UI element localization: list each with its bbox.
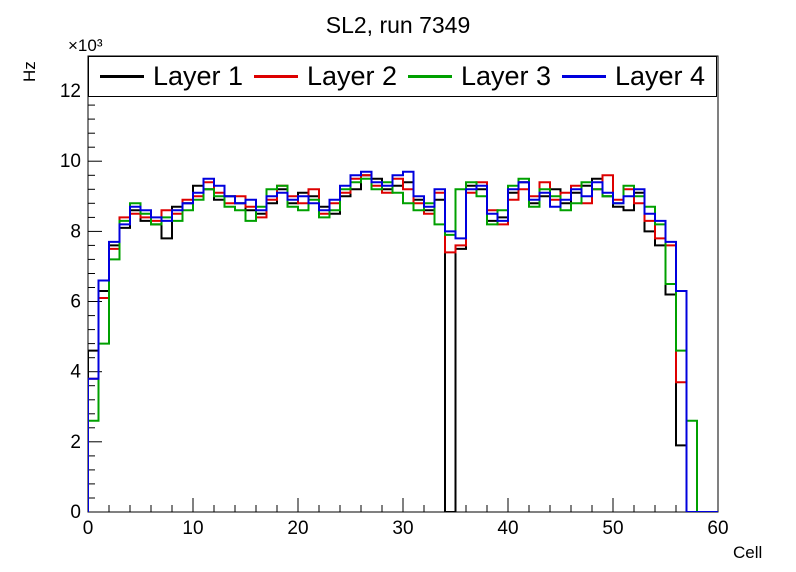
series-layer-3 xyxy=(88,177,718,512)
x-tick-label: 50 xyxy=(602,518,623,539)
y-tick-label: 8 xyxy=(70,221,81,242)
x-tick-label: 30 xyxy=(392,518,413,539)
series-layer-4 xyxy=(88,170,718,512)
y-tick-label: 6 xyxy=(70,292,81,313)
chart-title: SL2, run 7349 xyxy=(325,12,471,38)
legend-entry: Layer 2 xyxy=(253,61,397,91)
plot-frame xyxy=(87,55,719,513)
series-layer-2 xyxy=(88,174,718,512)
legend-entry-label: Layer 1 xyxy=(152,61,243,91)
x-tick-label: 0 xyxy=(83,518,94,539)
x-tick-label: 60 xyxy=(707,518,728,539)
series-layer-1 xyxy=(88,174,718,512)
x-axis: 0 10 20 30 40 50 60 xyxy=(83,498,729,539)
y-tick-label: 4 xyxy=(70,362,81,383)
y-tick-label: 12 xyxy=(60,81,81,102)
y-tick-label: 10 xyxy=(60,151,81,172)
x-axis-label: Cell xyxy=(733,543,763,562)
legend-entry: Layer 3 xyxy=(407,61,551,91)
legend-entry-label: Layer 2 xyxy=(306,61,397,91)
legend-line-marker xyxy=(253,75,298,78)
legend-line-marker xyxy=(561,75,606,78)
y-axis-label: Hz xyxy=(20,61,39,82)
y-tick-label: 0 xyxy=(70,502,81,523)
legend-line-marker xyxy=(99,75,144,78)
legend-entry: Layer 1 xyxy=(99,61,243,91)
legend-entry: Layer 4 xyxy=(561,61,705,91)
x-tick-label: 20 xyxy=(287,518,308,539)
legend-line-marker xyxy=(407,75,452,78)
legend: Layer 1 Layer 2 Layer 3 Layer 4 xyxy=(88,56,717,97)
y-tick-label: 2 xyxy=(70,432,81,453)
y-axis-multiplier: ×10³ xyxy=(68,36,103,55)
x-tick-label: 10 xyxy=(182,518,203,539)
legend-entry-label: Layer 4 xyxy=(614,61,705,91)
legend-entry-label: Layer 3 xyxy=(460,61,551,91)
y-axis: 0 2 4 6 8 10 12 xyxy=(60,62,102,523)
x-tick-label: 40 xyxy=(497,518,518,539)
